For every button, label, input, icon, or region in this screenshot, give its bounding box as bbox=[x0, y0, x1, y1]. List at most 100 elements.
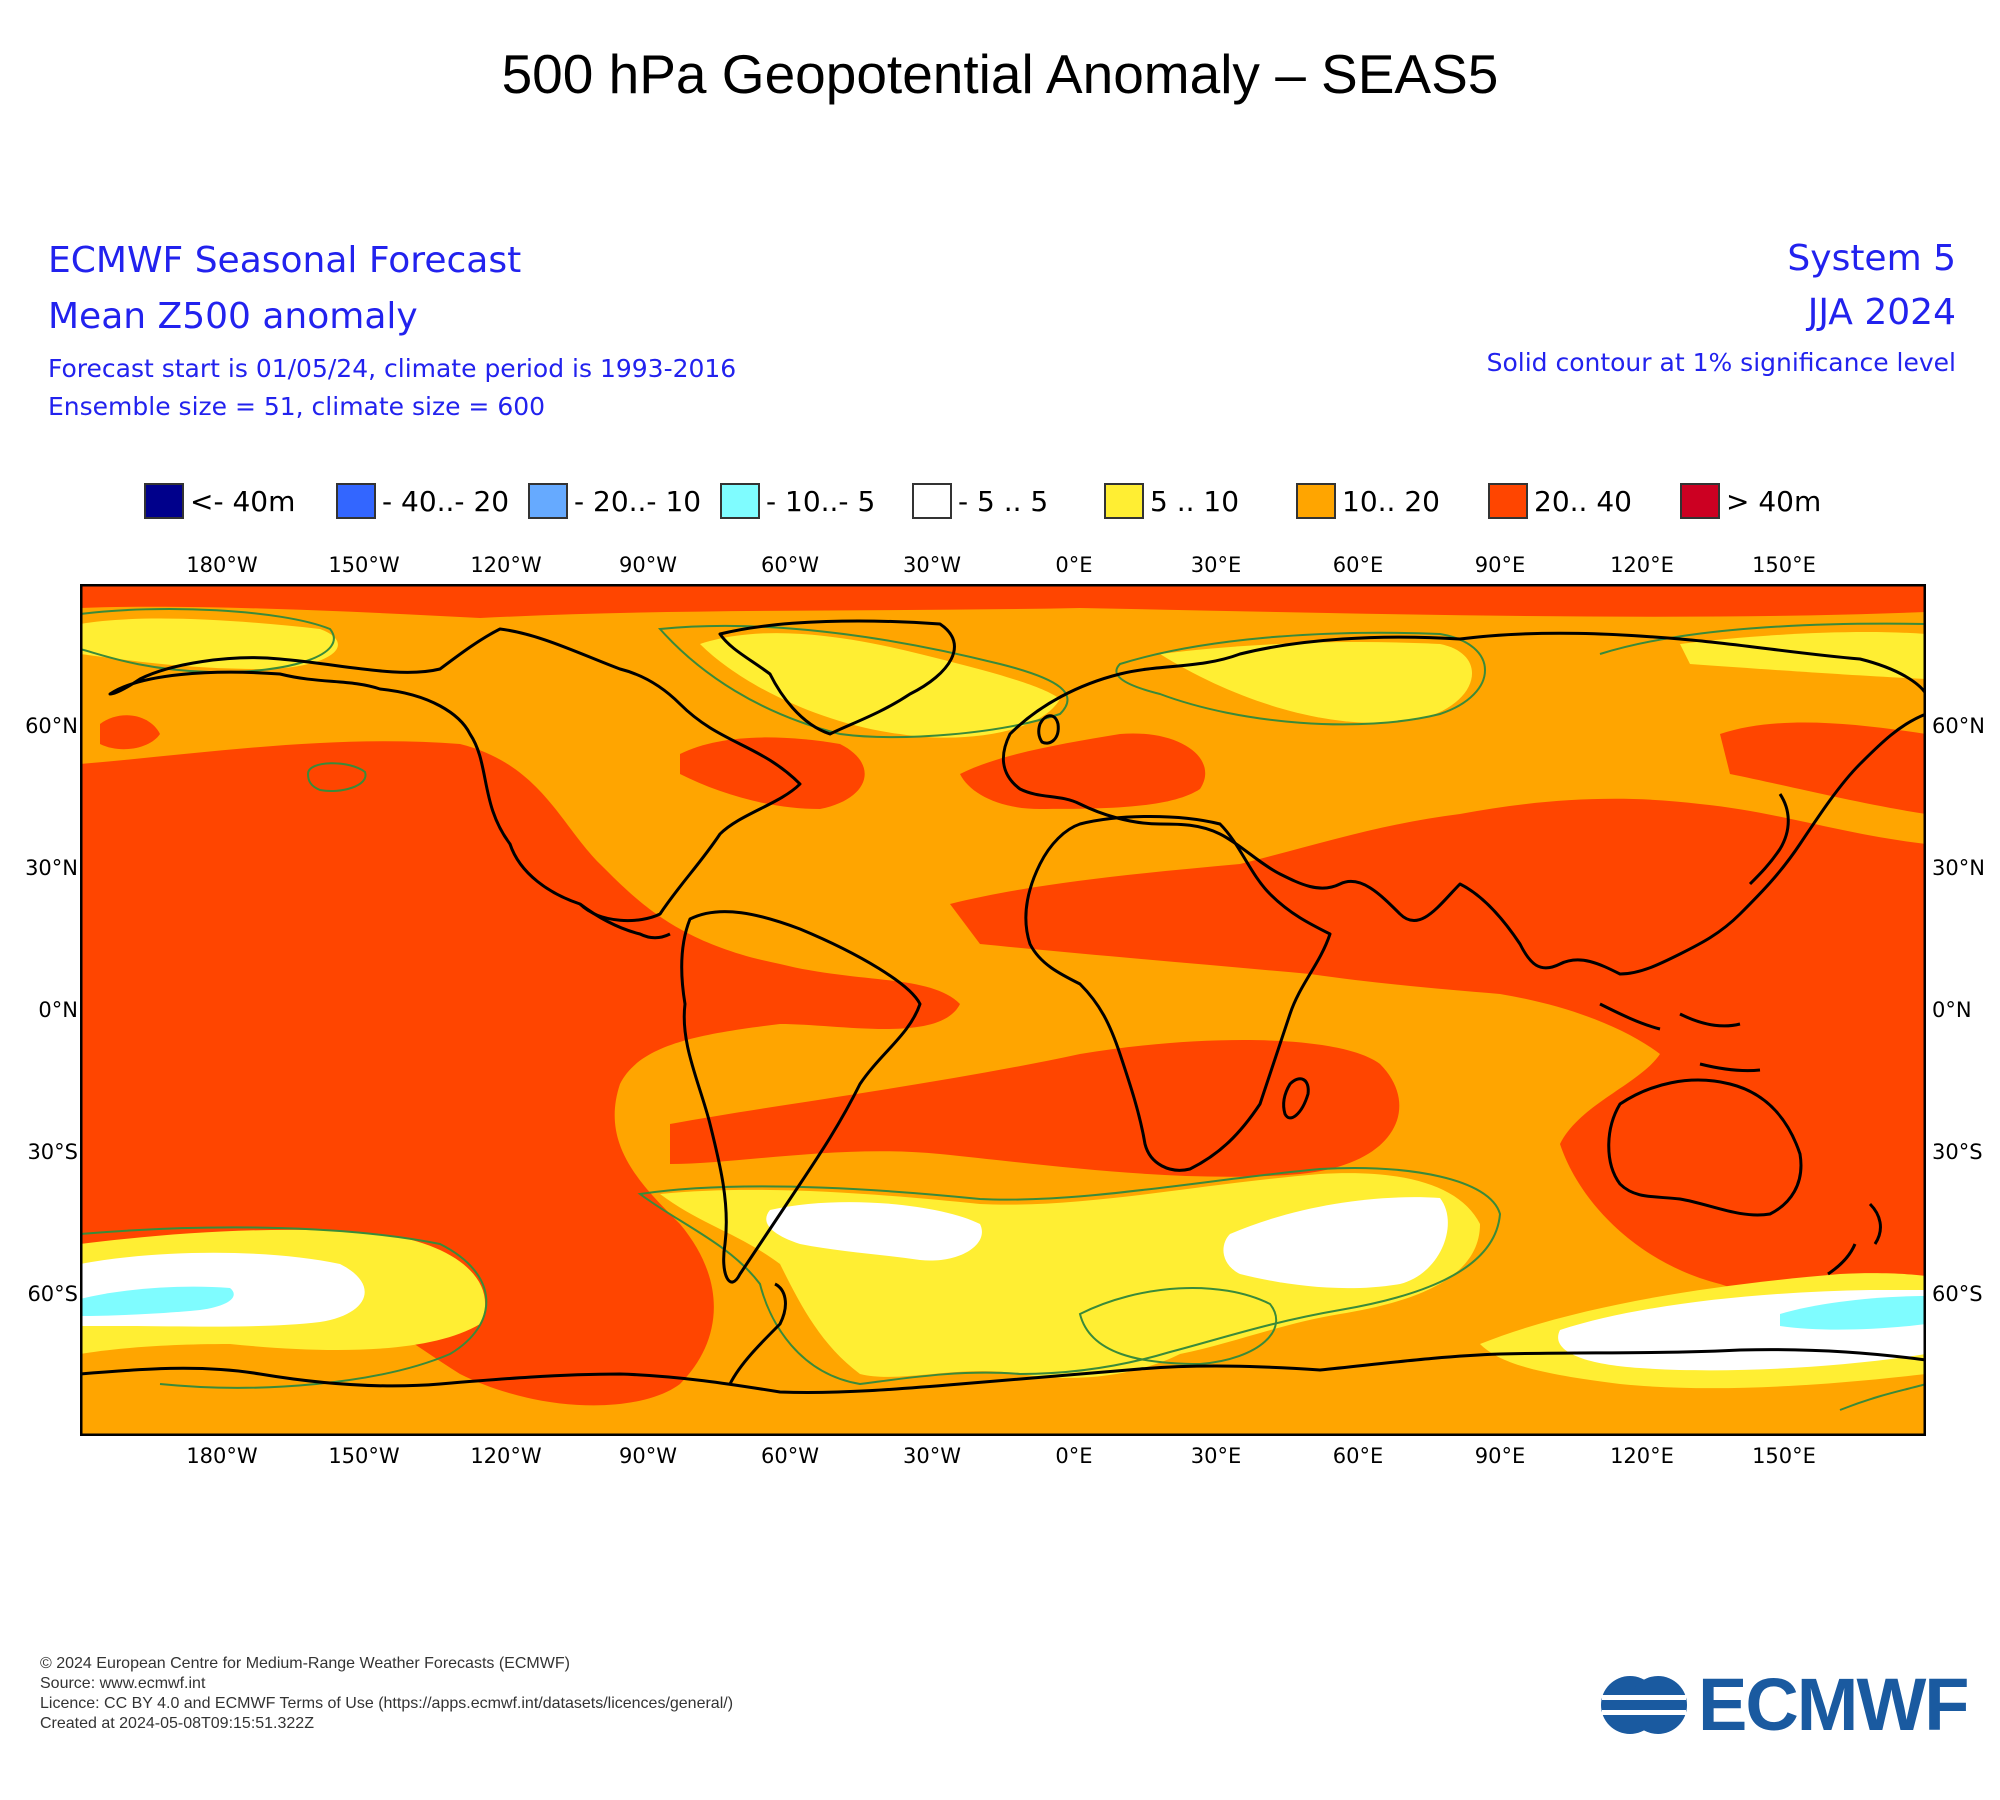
lon-label-top: 0°E bbox=[1055, 553, 1093, 577]
lon-label-top: 60°E bbox=[1332, 553, 1384, 577]
lat-label-left: 0°N bbox=[38, 998, 78, 1022]
lon-label-top: 120°E bbox=[1610, 553, 1674, 577]
anomaly-region-neutral-south-atlantic bbox=[766, 1202, 982, 1261]
lon-label-bottom: 30°W bbox=[903, 1444, 961, 1468]
lon-label-bottom: 90°W bbox=[619, 1444, 677, 1468]
lat-label-right: 60°N bbox=[1932, 714, 1985, 738]
lon-label-top: 180°W bbox=[186, 553, 258, 577]
lon-label-bottom: 150°W bbox=[328, 1444, 400, 1468]
legend-item: - 10..- 5 bbox=[720, 478, 875, 524]
coastline-south-america bbox=[680, 910, 922, 1284]
lat-label-right: 30°S bbox=[1932, 1140, 1983, 1164]
anomaly-region-20-40-north-atlantic bbox=[680, 737, 865, 809]
significance-contour bbox=[1078, 1287, 1277, 1366]
legend-label: 20.. 40 bbox=[1534, 484, 1632, 518]
legend-swatch bbox=[144, 483, 184, 519]
coastline-central-america bbox=[579, 902, 671, 940]
lat-label-right: 30°N bbox=[1932, 856, 1985, 880]
lon-label-top: 30°E bbox=[1190, 553, 1242, 577]
source-line: Source: www.ecmwf.int bbox=[40, 1675, 206, 1692]
legend-item: - 40..- 20 bbox=[336, 478, 509, 524]
anomaly-region-neg-5-10-south-pacific bbox=[80, 1286, 234, 1316]
anomaly-region-5-10-siberia bbox=[1160, 642, 1473, 723]
forecast-variable: Mean Z500 anomaly bbox=[48, 296, 418, 337]
coastline-maritime-continent bbox=[1599, 1002, 1761, 1073]
anomaly-region-5-10-greenland bbox=[700, 633, 1060, 738]
lat-label-right: 0°N bbox=[1932, 998, 1972, 1022]
legend-swatch bbox=[528, 483, 568, 519]
anomaly-region-5-10-beaufort bbox=[80, 618, 338, 669]
legend-swatch bbox=[1104, 483, 1144, 519]
significance-contour bbox=[637, 1167, 1502, 1386]
lon-label-bottom: 120°W bbox=[470, 1444, 542, 1468]
anomaly-region-5-10-east-arctic bbox=[1680, 632, 1926, 679]
created-line: Created at 2024-05-08T09:15:51.322Z bbox=[40, 1715, 314, 1732]
coastline-antarctica bbox=[80, 1348, 1926, 1394]
season-label: JJA 2024 bbox=[1807, 292, 1956, 333]
lon-label-bottom: 90°E bbox=[1474, 1444, 1526, 1468]
ecmwf-logo-text: ECMWF bbox=[1698, 1663, 1969, 1746]
significance-contour bbox=[1599, 622, 1926, 655]
ecmwf-logo-mark-icon bbox=[1601, 1675, 1687, 1734]
ecmwf-logo[interactable]: ECMWF bbox=[1598, 1662, 1969, 1747]
system-label: System 5 bbox=[1787, 238, 1956, 279]
anomaly-region-neutral-south-indian bbox=[1223, 1197, 1448, 1289]
map-frame bbox=[80, 584, 1926, 1436]
significance-contour bbox=[80, 608, 335, 674]
legend-swatch bbox=[1296, 483, 1336, 519]
lon-label-bottom: 60°E bbox=[1332, 1444, 1384, 1468]
lon-label-top: 120°W bbox=[470, 553, 542, 577]
legend-label: 5 .. 10 bbox=[1150, 484, 1240, 518]
coastline-north-america bbox=[108, 627, 802, 923]
lon-label-top: 30°W bbox=[903, 553, 961, 577]
anomaly-region-20-40-north-africa bbox=[950, 798, 1926, 1308]
legend-label: - 40..- 20 bbox=[382, 484, 510, 518]
licence-line: Licence: CC BY 4.0 and ECMWF Terms of Us… bbox=[40, 1695, 734, 1712]
coastline-greenland bbox=[718, 619, 956, 736]
anomaly-region-20-40-arctic bbox=[80, 584, 1926, 618]
copyright-line: © 2024 European Centre for Medium-Range … bbox=[40, 1655, 570, 1672]
lon-label-bottom: 30°E bbox=[1190, 1444, 1242, 1468]
legend-swatch bbox=[1488, 483, 1528, 519]
legend-label: - 20..- 10 bbox=[574, 484, 702, 518]
legend-swatch bbox=[336, 483, 376, 519]
anomaly-region-20-40-alaska bbox=[100, 715, 160, 750]
page-title: 500 hPa Geopotential Anomaly – SEAS5 bbox=[501, 43, 1499, 105]
lat-label-left: 60°N bbox=[25, 714, 78, 738]
legend-label: > 40m bbox=[1726, 484, 1822, 518]
legend-item: 10.. 20 bbox=[1296, 478, 1440, 524]
ensemble-info: Ensemble size = 51, climate size = 600 bbox=[48, 392, 546, 421]
significance-contours bbox=[80, 608, 1926, 1411]
legend-label: - 5 .. 5 bbox=[958, 484, 1049, 518]
coastline-madagascar bbox=[1282, 1077, 1310, 1120]
legend-item: - 5 .. 5 bbox=[912, 478, 1048, 524]
lon-label-bottom: 120°E bbox=[1610, 1444, 1674, 1468]
legend-label: <- 40m bbox=[190, 484, 296, 518]
anomaly-region-20-40-atlantic-south bbox=[670, 1040, 1400, 1177]
forecast-start-info: Forecast start is 01/05/24, climate peri… bbox=[48, 354, 737, 383]
coastline-africa bbox=[1024, 815, 1332, 1172]
lat-label-left: 60°S bbox=[27, 1282, 78, 1306]
lon-label-bottom: 180°W bbox=[186, 1444, 258, 1468]
significance-contour bbox=[306, 762, 367, 792]
anomaly-map bbox=[80, 584, 1926, 1436]
significance-contour bbox=[657, 624, 1069, 739]
coastline-new-zealand bbox=[1827, 1202, 1882, 1276]
coastline-eurasia bbox=[1001, 631, 1926, 976]
coastline-australia bbox=[1607, 1078, 1803, 1217]
lon-label-top: 60°W bbox=[761, 553, 819, 577]
lat-label-right: 60°S bbox=[1932, 1282, 1983, 1306]
coastline-uk bbox=[1037, 714, 1060, 745]
lon-label-top: 150°W bbox=[328, 553, 400, 577]
lon-label-top: 150°E bbox=[1752, 553, 1816, 577]
lon-label-top: 90°E bbox=[1474, 553, 1526, 577]
legend-swatch bbox=[912, 483, 952, 519]
legend-swatch bbox=[1680, 483, 1720, 519]
anomaly-region-20-40-north-pacific-east bbox=[1720, 722, 1926, 814]
legend-item: <- 40m bbox=[144, 478, 295, 524]
lon-label-bottom: 0°E bbox=[1055, 1444, 1093, 1468]
legend-swatch bbox=[720, 483, 760, 519]
lat-label-left: 30°N bbox=[25, 856, 78, 880]
coastline-antarctic-peninsula bbox=[728, 1282, 787, 1385]
coastlines bbox=[80, 619, 1926, 1394]
